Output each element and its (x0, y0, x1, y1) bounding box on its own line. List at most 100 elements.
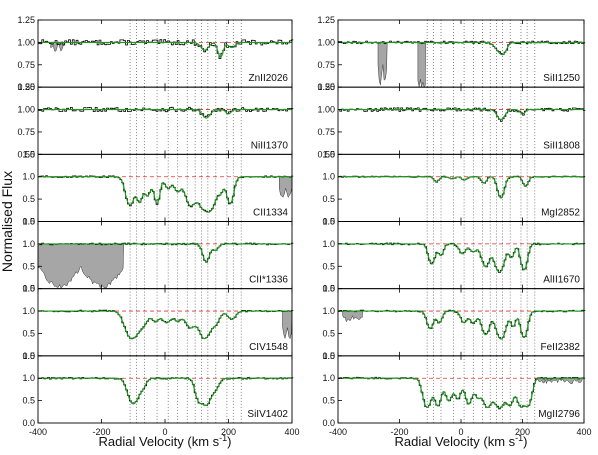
y-tick-label: 0.50 (17, 82, 35, 92)
spectrum-panel-znii2026: 1.25 1.00 0.75 0.50 ZnII2026 (17, 15, 294, 92)
y-tick-label: 1.5 (22, 217, 35, 227)
ion-label: AlII1670 (543, 275, 580, 286)
x-axis-title-close: ) (523, 434, 527, 449)
y-tick-label: 0.5 (22, 261, 35, 271)
model-fit (38, 109, 292, 119)
x-axis-title-superscript: -1 (515, 433, 523, 443)
x-axis-title-right: Radial Velocity (km s-1) (394, 433, 527, 449)
y-tick-label: 1.5 (22, 149, 35, 159)
y-tick-label: 1.5 (322, 284, 335, 294)
x-tick-label: -400 (329, 427, 347, 437)
ion-label: SiII1250 (543, 73, 580, 84)
ion-label: FeII2382 (541, 342, 581, 353)
model-fit (338, 243, 584, 273)
y-tick-label: 1.0 (22, 172, 35, 182)
x-tick-label: 400 (576, 427, 591, 437)
spectrum-panel-siii1250: 1.25 1.00 0.75 0.50 SiII1250 (317, 15, 586, 92)
x-tick-label: 200 (221, 427, 236, 437)
y-tick-label: 0.5 (22, 194, 35, 204)
y-tick-label: 0.5 (322, 396, 335, 406)
spectrum-histogram (338, 40, 586, 55)
x-tick-label: 200 (515, 427, 530, 437)
spectrum-histogram (338, 107, 586, 122)
x-tick-label: -400 (29, 427, 47, 437)
spectrum-histogram (338, 309, 586, 340)
y-tick-label: 1.5 (22, 351, 35, 361)
y-tick-label: 0.0 (22, 351, 35, 361)
spectrum-panel-alii1670: 1.5 1.0 0.5 0.0 AlII1670 (322, 217, 586, 294)
y-tick-label: 1.0 (22, 306, 35, 316)
blend-region (37, 243, 124, 289)
y-tick-label: 1.5 (322, 351, 335, 361)
spectrum-panel-civ1548: 1.5 1.0 0.5 0.0 CIV1548 (22, 284, 294, 361)
y-tick-label: 0.0 (322, 284, 335, 294)
ion-label: SiII1808 (543, 140, 580, 151)
model-fit (38, 176, 292, 213)
y-tick-label: 0.5 (322, 328, 335, 338)
spectrum-histogram (38, 106, 294, 118)
x-axis-title-text: Radial Velocity (km s (394, 434, 515, 449)
spectrum-panel-mgii2796: 1.5 1.0 0.5 0.0 MgII2796 -400 -200 0 200 400 (322, 351, 591, 437)
y-tick-label: 1.25 (17, 82, 35, 92)
y-tick-label: 1.0 (322, 172, 335, 182)
spectrum-panel-niii1370: 1.25 1.00 0.75 0.50 NiII1370 (17, 82, 294, 159)
spectrum-panel-feii2382: 1.5 1.0 0.5 0.0 FeII2382 (322, 284, 586, 361)
y-tick-label: 1.00 (17, 37, 35, 47)
y-tick-label: 0.5 (22, 396, 35, 406)
spectrum-histogram (38, 309, 294, 339)
y-axis-title: Normalised Flux (0, 171, 15, 272)
x-tick-label: 400 (284, 427, 299, 437)
blend-region (282, 310, 293, 340)
ion-label: CII*1336 (249, 275, 288, 286)
spectrum-panel-siii1808: 1.25 1.00 0.75 0.50 SiII1808 (317, 82, 586, 159)
y-tick-label: 0.0 (22, 217, 35, 227)
y-tick-label: 0.50 (317, 149, 335, 159)
y-tick-label: 0.0 (22, 418, 35, 428)
ion-label: SiIV1402 (247, 409, 288, 420)
y-tick-label: 1.25 (317, 82, 335, 92)
model-fit (38, 310, 292, 340)
y-tick-label: 1.5 (322, 217, 335, 227)
model-fit (38, 377, 292, 406)
x-axis-title-close: ) (227, 434, 231, 449)
blend-region (342, 310, 363, 323)
x-tick-label: -200 (92, 427, 110, 437)
ion-label: CII1334 (253, 208, 288, 219)
ion-label: MgII2796 (538, 409, 580, 420)
x-tick-label: 0 (162, 427, 167, 437)
spectrum-histogram (38, 377, 294, 406)
y-tick-label: 0.50 (17, 149, 35, 159)
spectrum-panel-cii1334: 1.5 1.0 0.5 0.0 CII1334 (22, 149, 294, 227)
y-tick-label: 1.0 (322, 373, 335, 383)
y-tick-label: 1.5 (22, 284, 35, 294)
blend-region (537, 377, 585, 385)
y-tick-label: 1.5 (322, 149, 335, 159)
model-fit (338, 176, 584, 199)
y-tick-label: 1.00 (317, 37, 335, 47)
y-tick-label: 1.25 (317, 15, 335, 25)
ion-label: CIV1548 (249, 342, 288, 353)
y-tick-label: 1.0 (22, 373, 35, 383)
y-tick-label: 0.5 (22, 328, 35, 338)
y-tick-label: 1.00 (317, 105, 335, 115)
model-fit (338, 310, 584, 340)
model-fit (338, 41, 584, 56)
ion-label: NiII1370 (251, 140, 289, 151)
spectrum-histogram (38, 39, 294, 59)
x-tick-label: 0 (458, 427, 463, 437)
blend-region (417, 42, 426, 88)
y-tick-label: 0.75 (17, 127, 35, 137)
model-fit (38, 243, 292, 263)
spectrum-panel-cii1336: 1.5 1.0 0.5 0.0 CII*1336 (22, 217, 294, 294)
y-tick-label: 0.0 (322, 351, 335, 361)
ion-label: MgI2852 (541, 208, 580, 219)
spectrum-panel-siiv1402: 1.5 1.0 0.5 0.0 SiIV1402 -400 -200 0 200 400 (22, 351, 299, 437)
blend-region (377, 42, 388, 86)
y-tick-label: 0.5 (322, 194, 335, 204)
x-axis-title-text: Radial Velocity (km s (98, 434, 219, 449)
y-tick-label: 0.5 (322, 261, 335, 271)
y-tick-label: 0.0 (322, 217, 335, 227)
x-tick-label: -200 (390, 427, 408, 437)
y-tick-label: 1.0 (322, 239, 335, 249)
